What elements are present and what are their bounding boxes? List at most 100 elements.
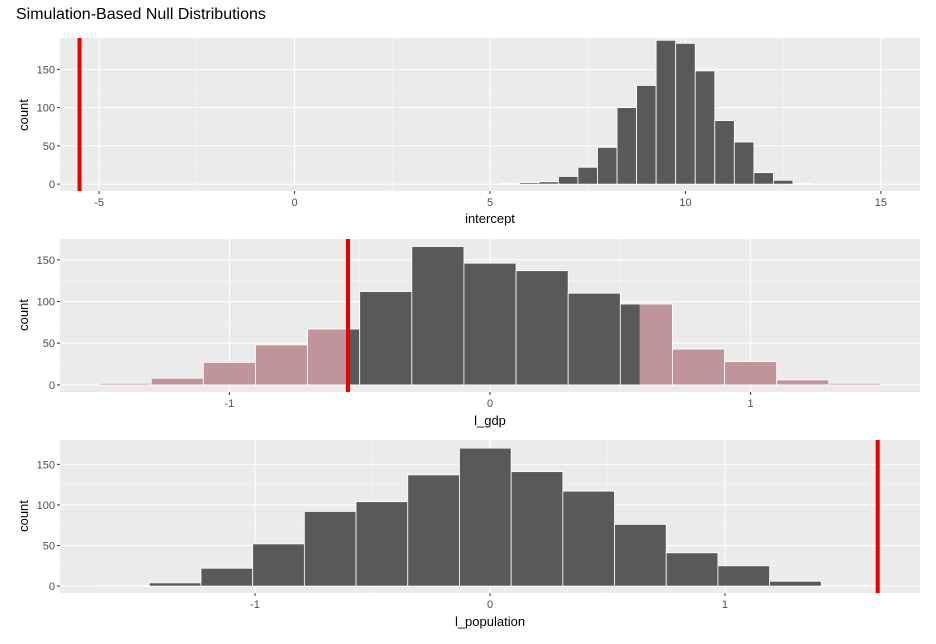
- histogram-bar: [355, 501, 409, 587]
- histogram-bar: [614, 524, 667, 587]
- bar-segment: [597, 147, 618, 185]
- panel-2: -1 0 1 0 50 100 150 l_gdp count: [16, 239, 920, 428]
- y-tick-label: 50: [43, 141, 55, 153]
- bar-segment: [356, 501, 408, 587]
- panel-3: -1 0 1 0 50 100 150 l_population count: [16, 440, 920, 629]
- bar-segment: [359, 291, 412, 385]
- bar-outline: [776, 379, 830, 386]
- y-tick-label: 100: [37, 297, 55, 309]
- histogram-bar: [717, 565, 771, 587]
- bar-segment: [516, 270, 569, 385]
- histogram-bar: [672, 348, 725, 386]
- bar-outline: [733, 141, 755, 185]
- y-tick-label: 150: [37, 255, 55, 267]
- histogram-bar: [562, 490, 615, 587]
- histogram-bar: [359, 291, 413, 386]
- y-tick-label: 0: [49, 581, 55, 593]
- bar-segment: [411, 246, 464, 385]
- histogram-bar: [753, 172, 774, 185]
- x-axis-title: l_population: [455, 614, 525, 629]
- shaded-bar-segment: [99, 383, 152, 385]
- x-axis-title: intercept: [465, 211, 515, 226]
- x-tick-label: 0: [487, 599, 493, 611]
- histogram-bar: [769, 580, 822, 587]
- histogram-bar: [655, 39, 677, 185]
- x-tick-label: -1: [225, 398, 235, 410]
- histogram-bar: [773, 179, 794, 185]
- y-tick-label: 0: [49, 380, 55, 392]
- bar-segment: [614, 524, 667, 587]
- histogram-bar: [98, 382, 152, 386]
- histogram-bar: [518, 182, 540, 185]
- bar-outline: [717, 565, 771, 587]
- histogram-bar: [510, 471, 564, 587]
- shaded-bar-segment: [828, 383, 881, 385]
- histogram-bar: [828, 382, 882, 386]
- y-tick-label: 100: [37, 500, 55, 512]
- histogram-bar: [97, 584, 150, 587]
- bar-segment: [568, 293, 621, 385]
- histogram-bar: [675, 42, 696, 185]
- histogram-bar: [255, 344, 308, 386]
- y-tick-label: 50: [43, 541, 55, 553]
- histogram-bar: [558, 176, 579, 185]
- histogram-bar: [463, 262, 517, 386]
- y-tick-label: 150: [37, 459, 55, 471]
- x-axis-title: l_gdp: [474, 413, 506, 428]
- bar-segment: [304, 511, 357, 587]
- bar-segment: [773, 180, 793, 185]
- shaded-bar-segment: [672, 349, 725, 385]
- histogram-bar: [252, 543, 305, 587]
- bar-segment: [459, 448, 512, 587]
- histogram-bar: [567, 292, 621, 386]
- bar-segment: [717, 565, 770, 587]
- bar-segment: [620, 304, 640, 385]
- bar-outline: [499, 182, 520, 185]
- bar-segment: [200, 568, 253, 587]
- bar-segment: [769, 581, 822, 587]
- histogram-bar: [307, 328, 361, 386]
- histogram-bar: [407, 474, 460, 587]
- y-tick-label: 50: [43, 338, 55, 350]
- x-tick-label: 1: [748, 398, 754, 410]
- histogram-bar: [515, 270, 569, 386]
- bar-outline: [828, 382, 882, 386]
- histogram-bar: [200, 567, 254, 587]
- x-tick-label: 0: [291, 197, 297, 209]
- bar-outline: [724, 361, 778, 386]
- histogram-bar: [303, 511, 357, 587]
- histogram-bar: [538, 181, 559, 185]
- bar-segment: [463, 263, 517, 385]
- x-tick-label: 10: [679, 197, 691, 209]
- bar-segment: [636, 85, 657, 185]
- x-tick-label: 15: [875, 197, 887, 209]
- histogram-bar: [792, 182, 813, 185]
- bar-segment: [577, 167, 598, 185]
- bar-segment: [538, 181, 559, 185]
- bar-segment: [675, 43, 696, 185]
- histogram-bar: [733, 141, 755, 185]
- bar-outline: [769, 580, 822, 587]
- bar-segment: [252, 543, 305, 587]
- x-tick-label: -5: [94, 197, 104, 209]
- x-tick-label: 0: [487, 398, 493, 410]
- bar-outline: [753, 172, 774, 185]
- histogram-bar: [694, 70, 716, 185]
- histogram-bar: [597, 146, 618, 185]
- histogram-bar: [820, 584, 874, 587]
- y-tick-label: 100: [37, 103, 55, 115]
- histogram-bar: [714, 120, 735, 185]
- bar-segment: [347, 329, 360, 385]
- shaded-bar-segment: [255, 344, 308, 385]
- bar-outline: [773, 179, 794, 185]
- histogram-bar: [459, 447, 512, 587]
- x-tick-label: 1: [722, 599, 728, 611]
- histogram-bar: [665, 552, 719, 587]
- bar-segment: [714, 120, 735, 185]
- bar-segment: [666, 552, 718, 587]
- bar-segment: [407, 474, 460, 587]
- bar-segment: [656, 40, 676, 185]
